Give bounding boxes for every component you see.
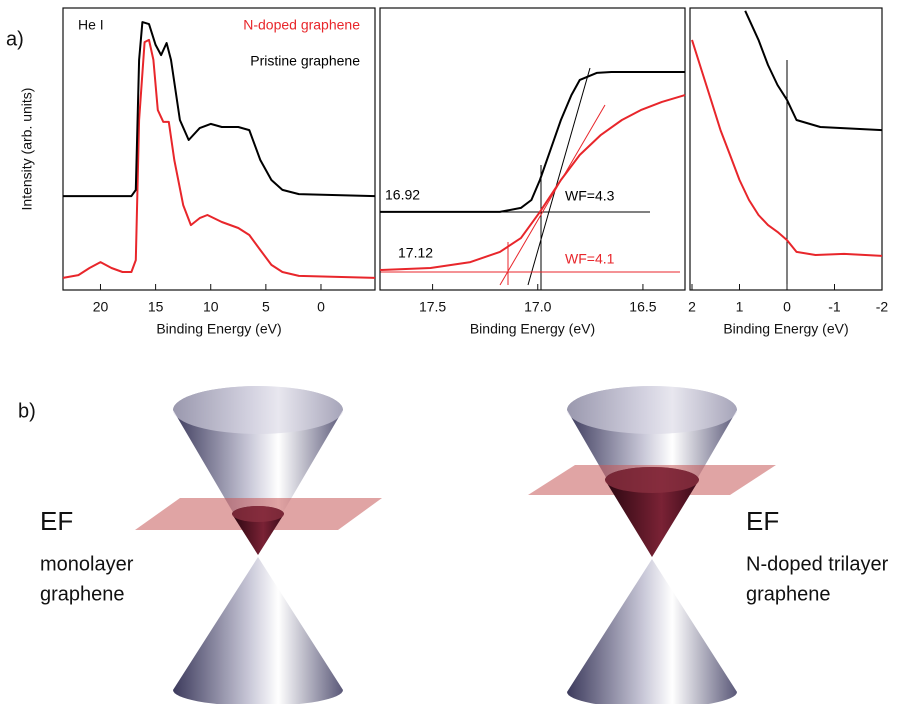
spectrum-line <box>62 38 376 279</box>
caption: graphene <box>40 583 125 605</box>
x-tick-label: 0 <box>317 299 325 315</box>
x-tick-label: 17.5 <box>419 299 446 315</box>
annotation: 17.12 <box>398 245 433 261</box>
x-axis-label: Binding Energy (eV) <box>723 321 848 337</box>
x-tick-label: 0 <box>783 299 791 315</box>
x-tick-label: 10 <box>203 299 219 315</box>
fermi-label: EF <box>746 506 779 536</box>
annotation: He I <box>78 17 104 33</box>
spectrum-line <box>63 21 376 198</box>
panel-label: b) <box>18 400 36 422</box>
x-tick-label: 15 <box>148 299 164 315</box>
x-tick-label: -2 <box>876 299 889 315</box>
x-tick-label: 2 <box>688 299 696 315</box>
plot-frame <box>62 7 376 291</box>
annotation: WF=4.1 <box>565 251 615 267</box>
x-tick-label: 20 <box>93 299 109 315</box>
construction-lines <box>380 67 680 290</box>
spectrum-line <box>744 10 883 132</box>
caption: N-doped trilayer <box>746 553 889 575</box>
plot-frame <box>379 7 686 291</box>
cone-right <box>528 386 776 708</box>
x-axis-label: Binding Energy (eV) <box>470 321 595 337</box>
x-tick-label: 5 <box>262 299 270 315</box>
annotation: WF=4.3 <box>565 188 615 204</box>
cone-left <box>135 386 382 706</box>
spectrum-line <box>691 39 883 257</box>
spectrum-line <box>379 94 686 271</box>
spectrum-line <box>380 71 685 213</box>
caption: monolayer <box>40 553 134 575</box>
panel-label: a) <box>6 28 24 50</box>
y-axis-label: Intensity (arb. units) <box>19 88 35 211</box>
x-tick-label: 16.5 <box>629 299 656 315</box>
legend-entry: N-doped graphene <box>243 17 360 33</box>
x-tick-label: 17.0 <box>524 299 551 315</box>
legend-entry: Pristine graphene <box>250 53 360 69</box>
fermi-label: EF <box>40 506 73 536</box>
x-axis-label: Binding Energy (eV) <box>156 321 281 337</box>
caption: graphene <box>746 583 831 605</box>
x-tick-label: 1 <box>736 299 744 315</box>
x-tick-label: -1 <box>828 299 841 315</box>
plot-frame <box>689 7 883 291</box>
annotation: 16.92 <box>385 187 420 203</box>
